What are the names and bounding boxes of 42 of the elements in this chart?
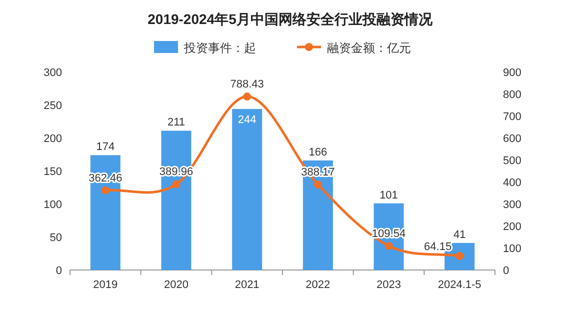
bar: [161, 130, 192, 270]
y2-tick-label: 200: [503, 221, 522, 233]
x-tick-label: 2024.1-5: [438, 279, 482, 291]
point: [314, 180, 322, 189]
x-tick-label: 2021: [234, 279, 260, 291]
y-tick-label: 100: [44, 199, 62, 211]
y2-tick-label: 100: [503, 243, 522, 255]
x-tick-label: 2022: [306, 279, 330, 291]
data-label: 166: [308, 146, 328, 158]
y2-tick-label: 600: [503, 133, 522, 145]
y2-tick-label: 700: [503, 111, 522, 123]
point: [384, 242, 393, 250]
y-tick-label: 150: [44, 166, 62, 178]
data-label: 788.43: [230, 78, 264, 91]
chart-title: 2019-2024年5月中国网络安全行业投融资情况: [148, 11, 434, 27]
y2-tick-label: 800: [503, 89, 522, 101]
y2-tick-label: 500: [503, 155, 522, 167]
data-label: 211: [167, 116, 186, 129]
x-tick-label: 2019: [93, 279, 118, 291]
x-tick-label: 2023: [376, 279, 401, 291]
y2-tick-label: 0: [503, 265, 510, 277]
y-tick-label: 200: [44, 133, 62, 145]
y-tick-label: 50: [50, 232, 62, 244]
y-tick-label: 300: [44, 67, 62, 79]
legend-label: 投资事件：起: [183, 41, 256, 55]
data-label: 174: [96, 141, 115, 154]
y2-tick-label: 900: [503, 67, 522, 79]
bar: [302, 160, 333, 270]
legend-label: 融资金额：亿元: [327, 41, 411, 55]
point: [172, 180, 180, 188]
y-tick-label: 250: [44, 100, 62, 112]
point: [243, 92, 252, 101]
data-label: 244: [238, 114, 256, 126]
y2-tick-label: 400: [503, 177, 522, 189]
y-tick-label: 0: [56, 265, 62, 277]
point: [101, 186, 110, 194]
data-label: 101: [380, 189, 398, 202]
bar: [232, 108, 262, 270]
y2-tick-label: 300: [503, 199, 522, 211]
bar: [90, 155, 120, 270]
x-tick-label: 2020: [164, 279, 188, 291]
data-label: 41: [453, 228, 466, 241]
